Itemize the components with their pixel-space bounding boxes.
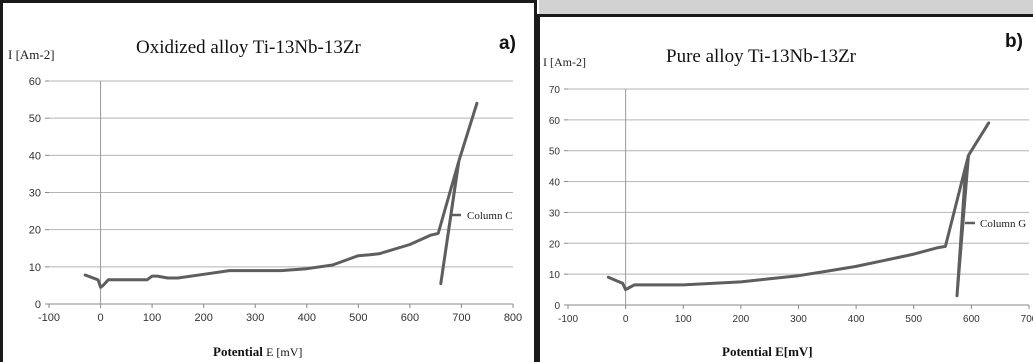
x-tick-label-b: 100 (675, 314, 692, 325)
chart-title-a: Oxidized alloy Ti-13Nb-13Zr (136, 37, 361, 58)
panel-letter-b: b) (1005, 31, 1023, 52)
x-tick-label-a: 100 (143, 312, 161, 324)
x-axis-label-unit-a: E [mV] (266, 345, 303, 359)
x-tick-label-a: -100 (38, 312, 60, 324)
chart-title-b: Pure alloy Ti-13Nb-13Zr (666, 46, 856, 67)
legend-label-b: Column G (980, 218, 1026, 230)
x-tick-label-a: 200 (194, 312, 212, 324)
y-tick-label-b: 40 (549, 178, 561, 189)
x-tick-label-b: 300 (790, 314, 807, 325)
x-tick-label-b: 700 (1021, 314, 1033, 325)
y-tick-label-b: 60 (549, 116, 561, 127)
panel-letter-a: a) (499, 33, 516, 54)
x-tick-label-a: 500 (349, 312, 367, 324)
x-axis-label-main-b: Potential E[mV] (722, 344, 813, 359)
y-tick-label-a: 30 (29, 188, 41, 200)
series-line-b (606, 121, 991, 298)
plot-area-b: 0 10 20 30 40 50 60 70 -100 0 100 200 300 400 500 600 70… (549, 85, 1033, 325)
series-line-a (83, 101, 479, 289)
y-tick-label-a: 50 (29, 113, 41, 125)
x-tick-label-a: 0 (97, 312, 103, 324)
x-tick-label-b: -100 (558, 314, 578, 325)
y-tick-label-a: 40 (29, 150, 41, 162)
x-tick-label-a: 300 (246, 312, 264, 324)
chart-panel-a: I [Am-2] Oxidized alloy Ti-13Nb-13Zr a) … (0, 0, 537, 362)
x-tick-label-b: 600 (963, 314, 980, 325)
y-axis-label-a: I [Am-2] (8, 47, 55, 62)
x-axis-label-b: Potential E[mV] (722, 344, 813, 360)
y-tick-label-b: 20 (549, 239, 561, 250)
x-tick-label-a: 400 (298, 312, 316, 324)
y-tick-label-a: 0 (35, 299, 41, 311)
x-tick-label-b: 400 (848, 314, 865, 325)
x-tick-label-a: 800 (504, 312, 522, 324)
x-axis-label-main-a: Potential (213, 344, 263, 359)
chart-panel-b: I [Am-2] Pure alloy Ti-13Nb-13Zr b) 0 10 2… (537, 14, 1033, 362)
y-tick-label-a: 10 (29, 262, 41, 274)
x-tick-label-b: 0 (623, 314, 629, 325)
y-tick-label-b: 30 (549, 208, 561, 219)
y-tick-label-b: 70 (549, 85, 561, 96)
y-tick-label-b: 0 (554, 301, 560, 312)
x-axis-label-a: Potential E [mV] (213, 344, 302, 360)
x-tick-label-b: 200 (733, 314, 750, 325)
y-tick-label-a: 60 (29, 76, 41, 88)
top-gray-bar (539, 0, 1033, 14)
y-tick-label-b: 10 (549, 270, 561, 281)
legend-label-a: Column C (467, 210, 513, 222)
x-tick-label-a: 600 (401, 312, 419, 324)
x-tick-label-a: 700 (452, 312, 470, 324)
y-tick-label-a: 20 (29, 225, 41, 237)
x-tick-label-b: 500 (905, 314, 922, 325)
y-axis-label-b: I [Am-2] (543, 55, 586, 69)
y-tick-label-b: 50 (549, 147, 561, 158)
